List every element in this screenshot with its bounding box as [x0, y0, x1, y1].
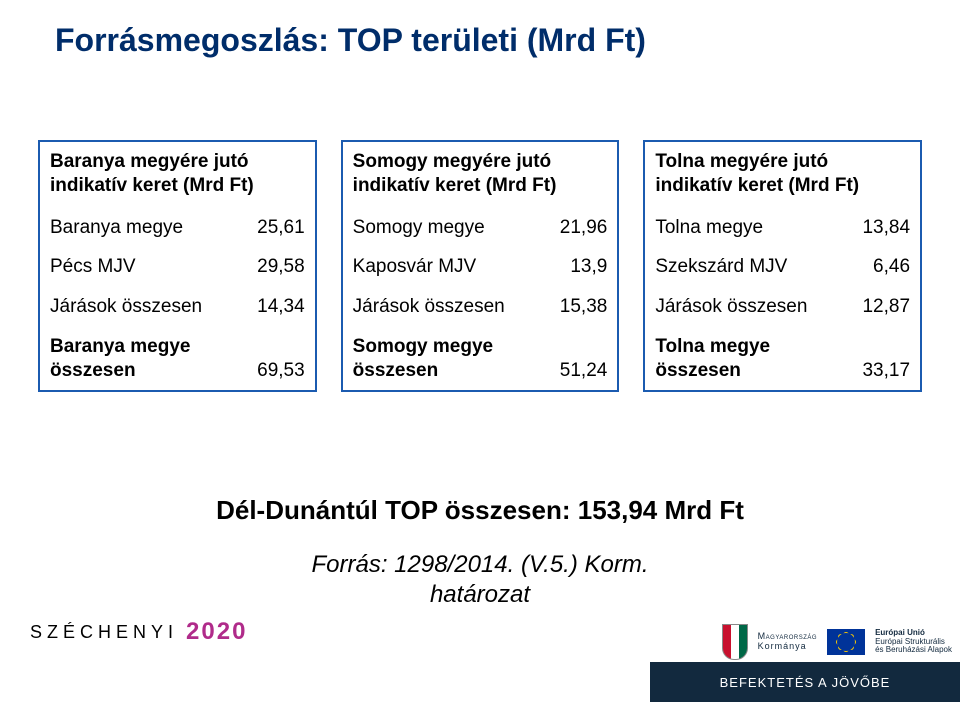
- table-row: Baranya megye25,61: [39, 208, 316, 248]
- footer-right: Magyarország Kormánya Európai Unió Európ…: [650, 587, 960, 702]
- row-value: 12,87: [824, 287, 921, 327]
- eu-flag-icon: [827, 629, 865, 655]
- data-table: Somogy megyére jutó indikatív keret (Mrd…: [341, 140, 620, 392]
- row-value: 33,17: [824, 327, 921, 392]
- data-table: Tolna megyére jutó indikatív keret (Mrd …: [643, 140, 922, 392]
- data-table: Baranya megyére jutó indikatív keret (Mr…: [38, 140, 317, 392]
- row-label: Járások összesen: [644, 287, 824, 327]
- table-header: Somogy megyére jutó indikatív keret (Mrd…: [342, 141, 619, 208]
- gov-line-2: Kormánya: [758, 642, 817, 652]
- row-label: Szekszárd MJV: [644, 247, 824, 287]
- eu-line-1: Európai Unió: [875, 628, 925, 637]
- table-row: Somogy megye összesen51,24: [342, 327, 619, 392]
- footer-logos: Magyarország Kormánya Európai Unió Európ…: [722, 624, 952, 660]
- row-label: Tolna megye: [644, 208, 824, 248]
- footer-tagline: BEFEKTETÉS A JÖVŐBE: [650, 662, 960, 702]
- table-row: Járások összesen14,34: [39, 287, 316, 327]
- row-value: 21,96: [521, 208, 618, 248]
- row-value: 15,38: [521, 287, 618, 327]
- table-row: Tolna megye13,84: [644, 208, 921, 248]
- table-header: Tolna megyére jutó indikatív keret (Mrd …: [644, 141, 921, 208]
- table-row: Pécs MJV29,58: [39, 247, 316, 287]
- row-label: Baranya megye: [39, 208, 219, 248]
- row-label: Somogy megye összesen: [342, 327, 522, 392]
- row-label: Járások összesen: [39, 287, 219, 327]
- table-row: Járások összesen15,38: [342, 287, 619, 327]
- eu-text: Európai Unió Európai Strukturális és Ber…: [875, 629, 952, 655]
- hungary-coat-icon: [722, 624, 748, 660]
- row-value: 13,84: [824, 208, 921, 248]
- summary-text: Dél-Dunántúl TOP összesen: 153,94 Mrd Ft: [0, 495, 960, 526]
- row-label: Kaposvár MJV: [342, 247, 522, 287]
- szechenyi-logo: SZÉCHENYI 2020: [30, 618, 247, 646]
- table-row: Tolna megye összesen33,17: [644, 327, 921, 392]
- table-row: Járások összesen12,87: [644, 287, 921, 327]
- government-text: Magyarország Kormánya: [758, 632, 817, 652]
- footer: SZÉCHENYI 2020 Magyarország Kormánya Eur…: [0, 587, 960, 702]
- row-value: 14,34: [219, 287, 316, 327]
- row-value: 51,24: [521, 327, 618, 392]
- table-row: Baranya megye összesen69,53: [39, 327, 316, 392]
- table-header: Baranya megyére jutó indikatív keret (Mr…: [39, 141, 316, 208]
- source-line-1: Forrás: 1298/2014. (V.5.) Korm.: [311, 551, 648, 578]
- slide-title: Forrásmegoszlás: TOP területi (Mrd Ft): [55, 22, 646, 59]
- table-row: Szekszárd MJV6,46: [644, 247, 921, 287]
- table-row: Somogy megye21,96: [342, 208, 619, 248]
- row-label: Járások összesen: [342, 287, 522, 327]
- row-value: 6,46: [824, 247, 921, 287]
- row-value: 25,61: [219, 208, 316, 248]
- row-label: Baranya megye összesen: [39, 327, 219, 392]
- row-value: 29,58: [219, 247, 316, 287]
- tables-container: Baranya megyére jutó indikatív keret (Mr…: [38, 140, 922, 392]
- eu-line-2: Európai Strukturális: [875, 637, 945, 646]
- szechenyi-text: SZÉCHENYI: [30, 622, 178, 643]
- szechenyi-year: 2020: [186, 618, 247, 646]
- eu-line-3: és Beruházási Alapok: [875, 645, 952, 654]
- row-label: Somogy megye: [342, 208, 522, 248]
- row-value: 69,53: [219, 327, 316, 392]
- row-label: Tolna megye összesen: [644, 327, 824, 392]
- table-row: Kaposvár MJV13,9: [342, 247, 619, 287]
- row-value: 13,9: [521, 247, 618, 287]
- row-label: Pécs MJV: [39, 247, 219, 287]
